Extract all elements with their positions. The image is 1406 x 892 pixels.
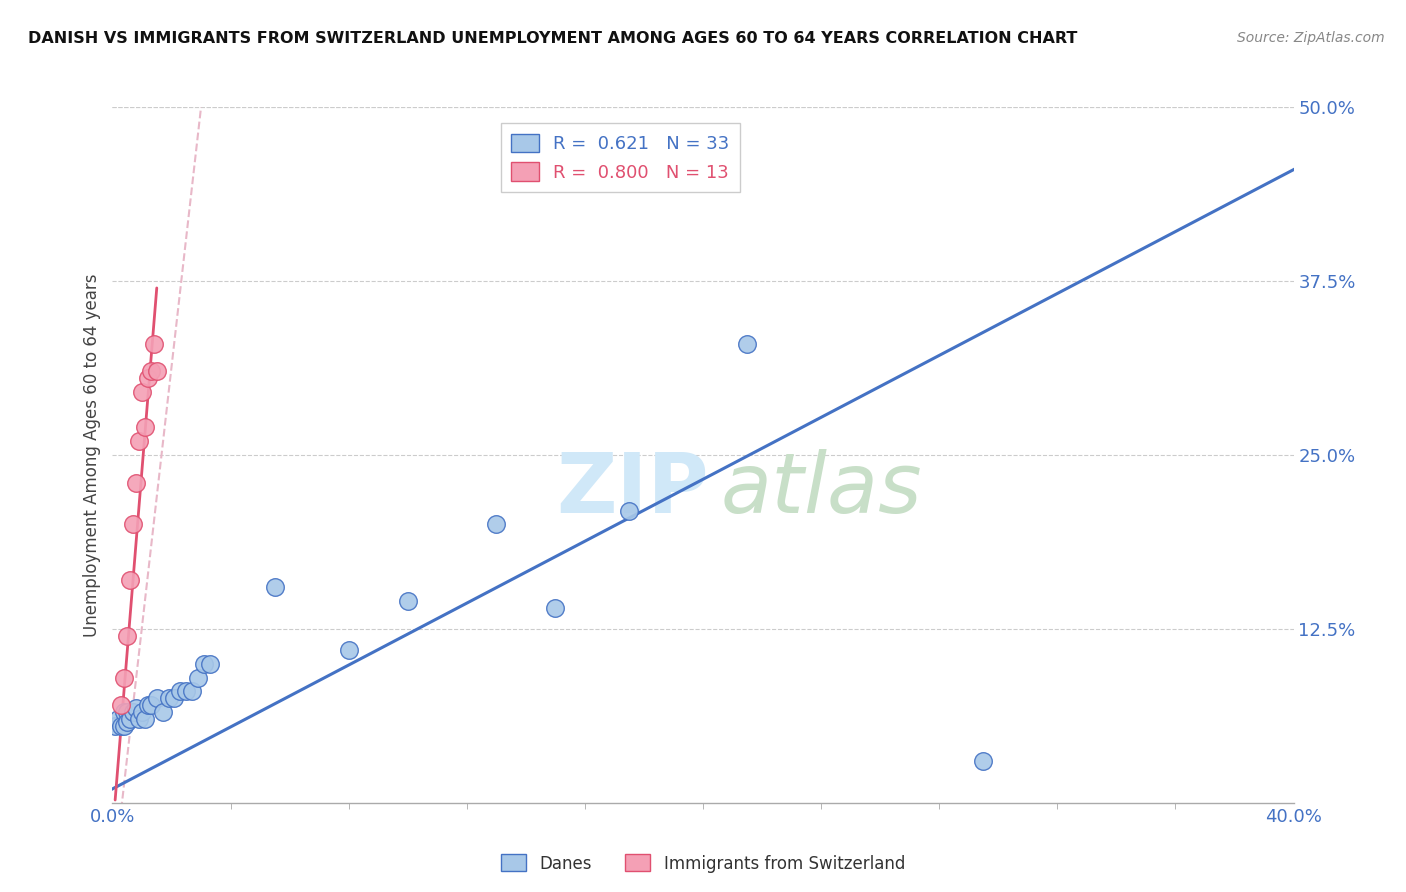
Point [117, 706, 138, 720]
Point [110, 719, 132, 733]
Point [139, 364, 162, 378]
Point [973, 754, 995, 768]
Point [134, 712, 156, 726]
Y-axis label: Unemployment Among Ages 60 to 64 years: Unemployment Among Ages 60 to 64 years [83, 273, 101, 637]
Point [337, 642, 360, 657]
Point [110, 698, 132, 713]
Point [104, 719, 127, 733]
Point [142, 336, 165, 351]
Point [146, 364, 169, 378]
Text: atlas: atlas [720, 450, 922, 530]
Point [117, 629, 138, 643]
Point [131, 385, 153, 400]
Point [396, 594, 419, 608]
Point [125, 475, 148, 490]
Point [112, 671, 135, 685]
Point [125, 701, 148, 715]
Point [193, 657, 215, 671]
Point [112, 706, 135, 720]
Point [152, 706, 174, 720]
Point [163, 691, 186, 706]
Point [122, 706, 145, 720]
Point [122, 517, 145, 532]
Point [128, 712, 150, 726]
Point [544, 601, 567, 615]
Point [128, 434, 150, 448]
Point [134, 420, 156, 434]
Point [139, 698, 162, 713]
Legend: R =  0.621   N = 33, R =  0.800   N = 13: R = 0.621 N = 33, R = 0.800 N = 13 [501, 123, 740, 193]
Point [169, 684, 191, 698]
Point [131, 706, 153, 720]
Text: ZIP: ZIP [555, 450, 709, 530]
Point [117, 715, 138, 730]
Point [157, 691, 180, 706]
Point [264, 580, 287, 594]
Point [112, 719, 135, 733]
Point [146, 691, 169, 706]
Point [619, 503, 641, 517]
Point [174, 684, 197, 698]
Point [107, 712, 129, 726]
Text: Source: ZipAtlas.com: Source: ZipAtlas.com [1237, 31, 1385, 45]
Point [136, 698, 159, 713]
Point [737, 336, 759, 351]
Point [187, 671, 209, 685]
Point [120, 573, 142, 587]
Point [181, 684, 204, 698]
Point [198, 657, 221, 671]
Point [120, 712, 142, 726]
Point [136, 371, 159, 385]
Point [485, 517, 508, 532]
Legend: Danes, Immigrants from Switzerland: Danes, Immigrants from Switzerland [495, 847, 911, 880]
Text: DANISH VS IMMIGRANTS FROM SWITZERLAND UNEMPLOYMENT AMONG AGES 60 TO 64 YEARS COR: DANISH VS IMMIGRANTS FROM SWITZERLAND UN… [28, 31, 1077, 46]
